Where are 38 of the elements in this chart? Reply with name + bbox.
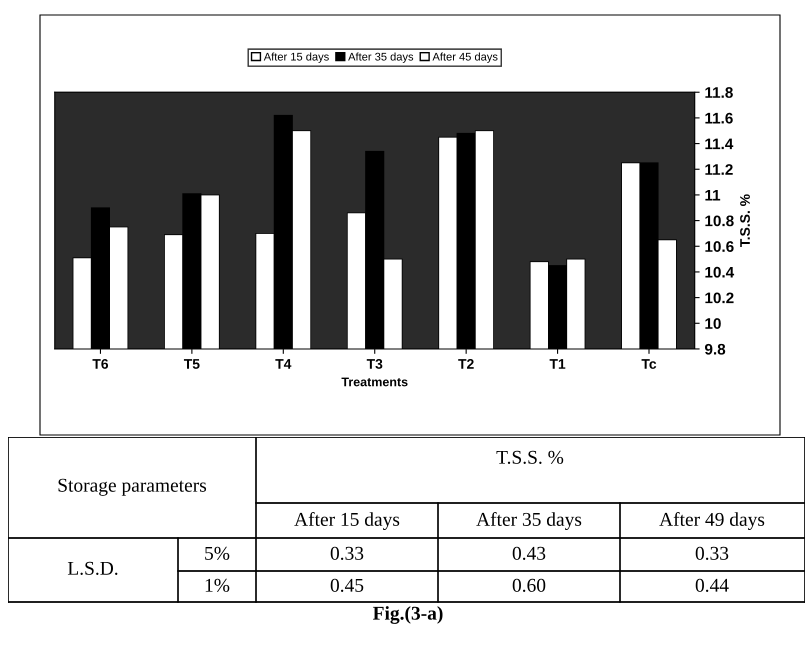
text: 1% <box>206 578 230 592</box>
x-tick-label: T3 <box>366 359 382 369</box>
y-tick-label: 11 <box>705 190 720 200</box>
x-axis-title: Treatments <box>342 378 408 386</box>
text: 0.33 <box>330 546 364 560</box>
y-tick-label: 10.8 <box>705 215 734 226</box>
text: Fig.(3-a) <box>372 606 443 624</box>
y-tick-label: 9.8 <box>704 344 726 355</box>
y-tick-label: 10.2 <box>705 292 734 304</box>
y-tick-label: 11.4 <box>705 138 734 150</box>
text: L.S.D. <box>68 562 118 575</box>
text: 0.33 <box>696 546 728 560</box>
x-tick-label: T1 <box>550 359 566 369</box>
y-tick-label: 11.8 <box>705 87 733 98</box>
text: Storage parameters <box>58 478 206 496</box>
y-tick-label: 10.4 <box>705 266 734 278</box>
text: T.S.S. % <box>496 450 564 464</box>
y-tick-label: 10.6 <box>705 241 734 252</box>
text: 0.44 <box>696 578 729 592</box>
x-tick-label: Tc <box>642 359 656 369</box>
legend-label: After 35 days <box>348 52 414 63</box>
text: 0.60 <box>512 578 546 592</box>
legend-label: After 45 days <box>432 52 498 63</box>
y-tick-label: 11.2 <box>705 164 733 175</box>
text: After 49 days <box>659 512 764 530</box>
x-tick-label: T4 <box>275 359 292 369</box>
text: 0.43 <box>512 546 546 560</box>
text: After 35 days <box>476 512 582 530</box>
y-tick-label: 10 <box>705 318 721 329</box>
x-tick-label: T2 <box>458 359 474 369</box>
x-tick-label: T6 <box>92 359 108 369</box>
legend-label: After 15 days <box>264 52 329 63</box>
text: 0.45 <box>330 578 364 592</box>
text: After 15 days <box>294 512 400 530</box>
y-tick-label: 11.6 <box>705 112 733 124</box>
y-axis-title: T.S.S. % <box>740 194 750 248</box>
x-tick-label: T5 <box>184 359 200 369</box>
text: 5% <box>205 546 230 560</box>
